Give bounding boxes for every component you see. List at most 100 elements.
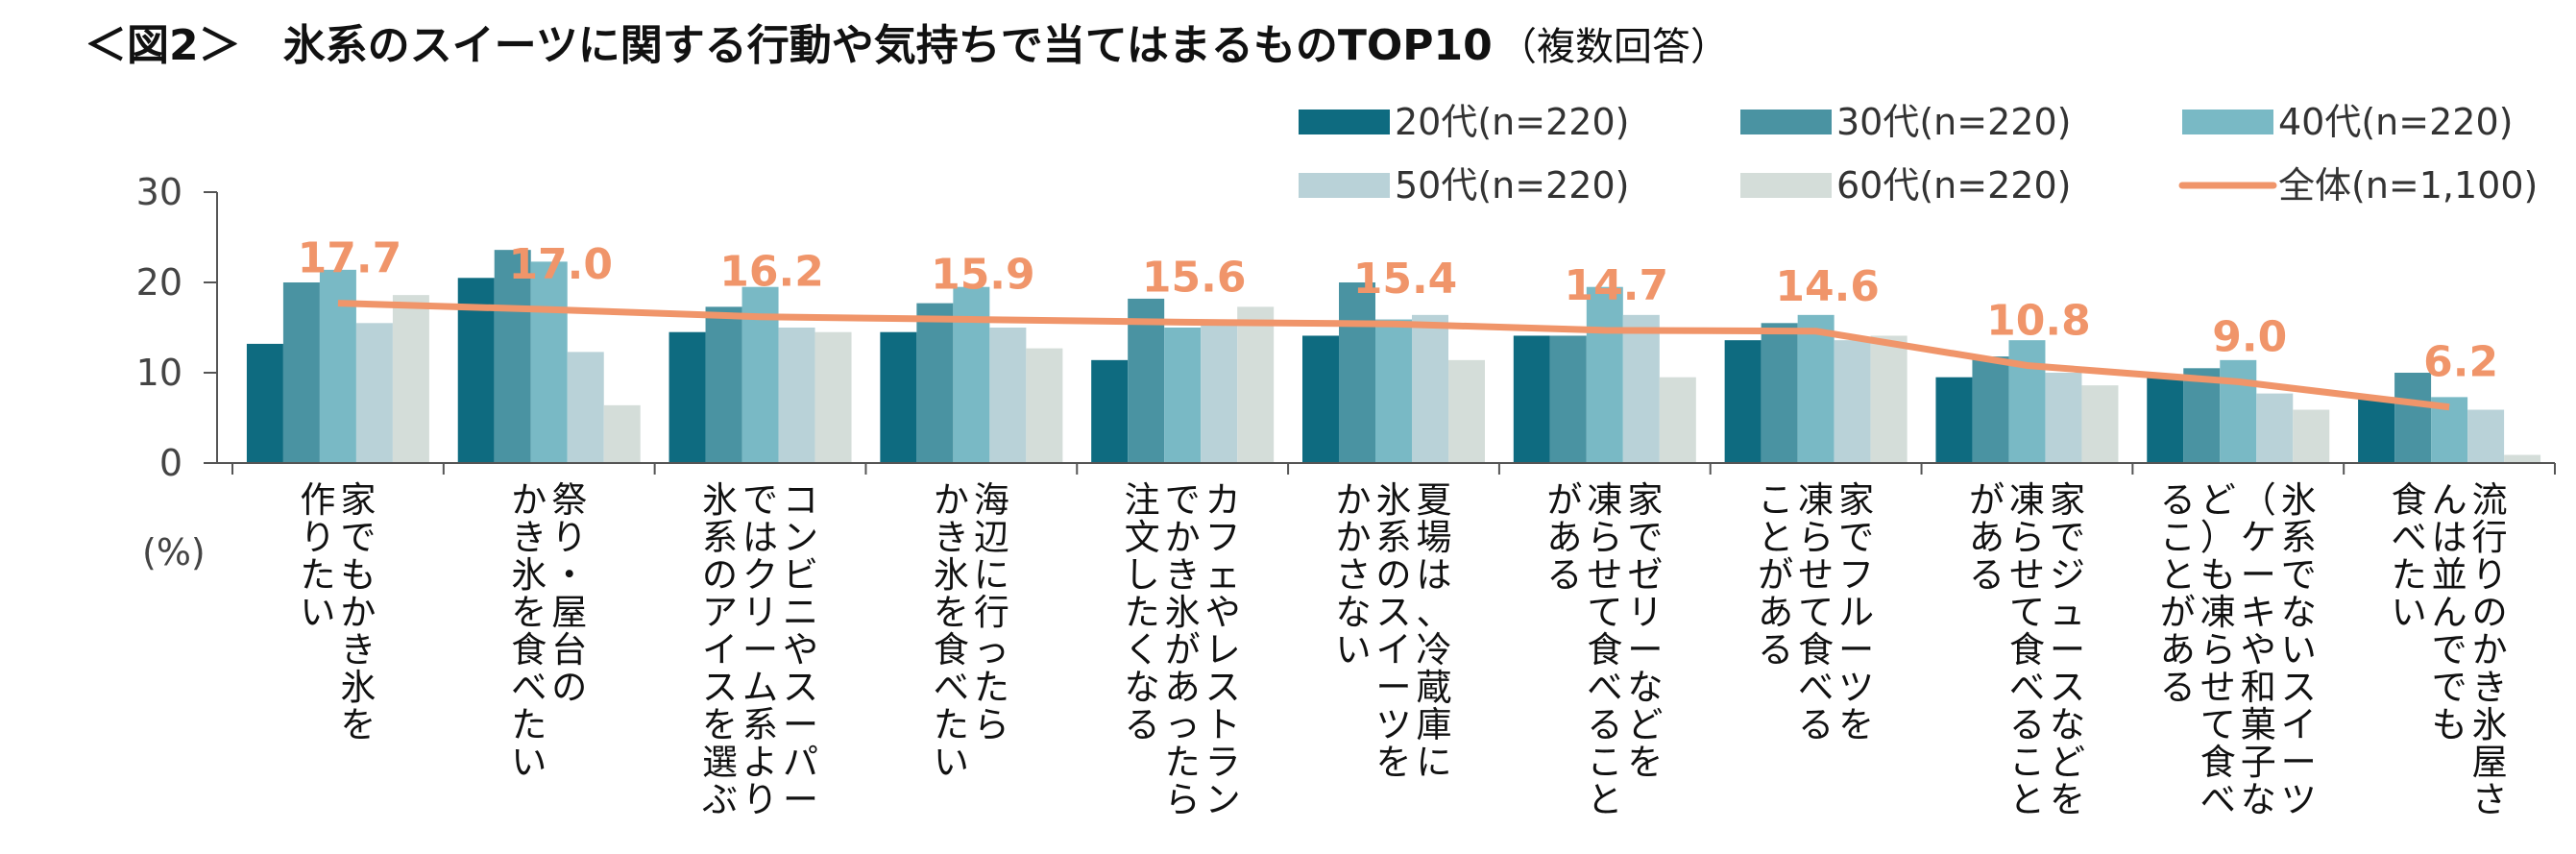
category-label-line: 凍らせて食べること (2009, 479, 2045, 820)
category-label-line: んは並んででも (2432, 479, 2467, 745)
category-label-line: かかさない (1336, 479, 1372, 671)
bar (2256, 393, 2294, 463)
bar (1972, 356, 2009, 463)
bar (1513, 335, 1550, 463)
category-label-line: 家でフルーツを (1838, 479, 1874, 745)
category-label-line: 食べたい (2392, 479, 2427, 633)
bar (392, 295, 429, 463)
legend-swatch (1299, 110, 1390, 134)
category-label-line: 家でジュースなどを (2050, 479, 2085, 820)
bar (246, 343, 283, 463)
y-tick-label: 10 (136, 352, 182, 394)
total-data-label: 6.2 (2423, 338, 2498, 387)
legend-swatch (1299, 173, 1390, 198)
bar (916, 303, 954, 463)
category-label-line: 家でゼリーなどを (1627, 479, 1663, 783)
category-label-line: 凍らせて食べること (1587, 479, 1622, 820)
bar (2183, 368, 2221, 463)
y-unit-label: (%) (142, 531, 206, 573)
y-tick-label: 30 (136, 171, 182, 213)
category-label-line: カフェやレストラン (1205, 479, 1241, 820)
bar (282, 282, 320, 463)
bar (1164, 328, 1202, 463)
category-label-line: コンビニやスーパー (783, 479, 818, 820)
category-label-line: 氷系のスイーツを (1376, 479, 1412, 783)
category-label-line: ど）も凍らせて食べ (2200, 479, 2236, 820)
bar (1870, 335, 1908, 463)
bar (2467, 409, 2505, 463)
category-label-line: 氷系でないスイーツ (2281, 479, 2317, 820)
bar (814, 331, 852, 463)
total-series-line (337, 300, 2450, 411)
bar (1834, 340, 1871, 463)
legend-label: 20代(n=220) (1395, 101, 1629, 143)
bar (1797, 314, 1835, 463)
bar (1549, 335, 1587, 463)
bars (246, 250, 2541, 463)
total-data-label: 17.0 (508, 240, 613, 289)
category-label-line: 作りたい (300, 479, 335, 633)
category-label-line: 氷系のアイスを選ぶ (702, 479, 738, 820)
legend-label: 40代(n=220) (2278, 101, 2513, 143)
total-line: 17.7 17.0 16.2 15.9 15.6 15.4 14.7 14.6 10.8 9.0 6… (298, 234, 2498, 411)
bar (603, 404, 641, 463)
bar (880, 331, 917, 463)
bar (1622, 314, 1660, 463)
category-label-line: 夏場は、冷蔵庫に (1417, 479, 1452, 783)
bar (2045, 373, 2082, 463)
bar (319, 269, 356, 463)
category-label-line: 海辺に行ったら (974, 479, 1009, 745)
legend-swatch (1740, 173, 1832, 198)
total-data-label: 16.2 (719, 248, 824, 297)
bar (2293, 409, 2330, 463)
total-data-label: 9.0 (2212, 312, 2287, 361)
bar (2504, 454, 2541, 463)
bar (1091, 359, 1129, 463)
bar (1412, 314, 1448, 463)
bar (1201, 319, 1238, 463)
bar (1935, 377, 1973, 463)
bar (355, 323, 393, 463)
bar (1448, 359, 1485, 463)
bar (705, 306, 742, 463)
legend-label: 全体(n=1,100) (2278, 164, 2538, 207)
category-label-line: がある (1546, 479, 1582, 596)
bar (953, 286, 990, 463)
category-label-line: がある (1969, 479, 2005, 596)
category-labels: 家でもかき氷を作りたい祭り・屋台のかき氷を食べたいコンビニやスーパーではクリーム… (300, 479, 2507, 820)
total-data-label: 15.4 (1353, 255, 1458, 304)
bar (2147, 377, 2184, 463)
total-data-label: 15.6 (1142, 253, 1247, 302)
legend-label: 60代(n=220) (1836, 164, 2071, 207)
bar (567, 352, 604, 463)
category-label-line: ることがある (2160, 479, 2196, 708)
bar (1302, 335, 1339, 463)
total-data-label: 17.7 (298, 234, 402, 283)
x-axis (217, 462, 2556, 475)
y-axis: 0 10 20 30 (136, 171, 218, 484)
category-label-line: 流行りのかき氷屋さ (2472, 479, 2508, 820)
bar (1026, 348, 1063, 463)
bar (2358, 397, 2395, 463)
bar (494, 250, 531, 463)
bar (1761, 323, 1798, 463)
category-label-line: でかき氷があったら (1165, 479, 1201, 820)
bar (1375, 319, 1412, 463)
category-label-line: かき氷を食べたい (934, 479, 969, 783)
bar (530, 261, 568, 463)
total-data-label: 15.9 (931, 251, 1035, 300)
bar (2081, 385, 2119, 463)
bar (2394, 373, 2432, 463)
bar (668, 331, 706, 463)
bar (1128, 298, 1165, 463)
category-label-line: 家でもかき氷を (340, 479, 376, 745)
chart-title-note: （複数回答） (1498, 25, 1729, 69)
legend-label: 30代(n=220) (1836, 101, 2071, 143)
category-label-line: （ケーキや和菓子な (2241, 479, 2276, 820)
bar (989, 328, 1027, 463)
legend-swatch (2182, 110, 2273, 134)
y-tick-label: 0 (159, 442, 182, 484)
legend-swatch (1740, 110, 1832, 134)
bar (778, 328, 815, 463)
